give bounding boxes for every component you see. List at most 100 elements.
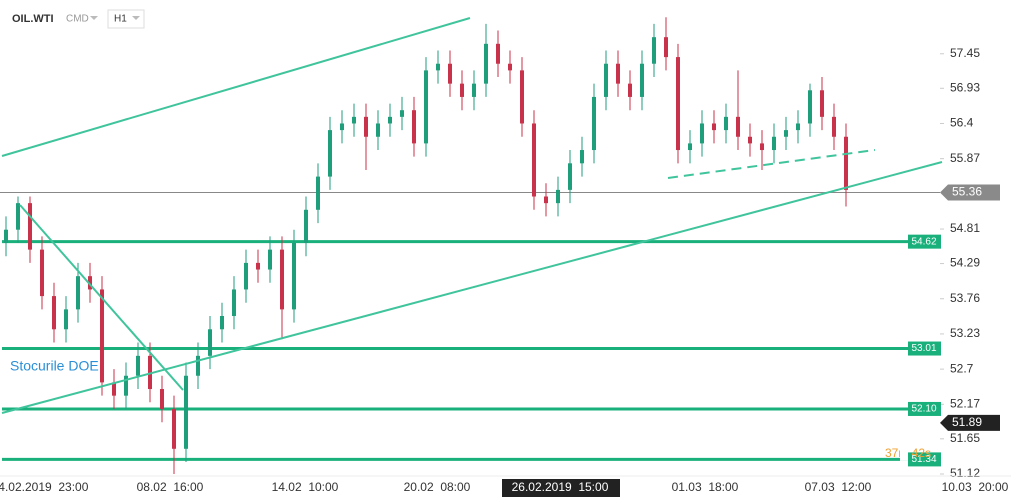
candle-body: [640, 63, 644, 97]
countdown: 37m 42s: [885, 446, 931, 460]
candle-body: [604, 63, 608, 97]
timeframe-box[interactable]: [107, 9, 145, 29]
candle-body: [184, 375, 188, 449]
candle-body: [664, 37, 668, 58]
timeframe[interactable]: H1: [114, 14, 127, 25]
candle-body: [652, 37, 656, 64]
candle-body: [832, 116, 836, 137]
candle-body: [280, 249, 284, 310]
level-label: 54.62: [911, 236, 936, 247]
market-dropdown[interactable]: [90, 16, 98, 20]
level-label-box: [908, 234, 941, 249]
candle-body: [808, 90, 812, 124]
plot-area: [0, 17, 940, 475]
symbol: OIL.WTI: [12, 13, 54, 25]
candle-body: [568, 163, 572, 190]
last-price-label: 55.36: [952, 185, 982, 199]
y-tick-label: 52.7: [950, 361, 974, 375]
candle-body: [208, 329, 212, 356]
candle-body: [772, 136, 776, 151]
candle-body: [148, 355, 152, 390]
level-label-box: [908, 341, 941, 356]
other-price-label: 51.89: [952, 415, 982, 429]
countdown-cover: [900, 446, 908, 461]
y-tick-label: 53.23: [950, 326, 980, 340]
candle-body: [64, 309, 68, 330]
candle-body: [76, 276, 80, 310]
level-label: 52.10: [911, 404, 936, 415]
x-tick-label: 10.03 20:00: [942, 480, 1009, 494]
candle-body: [292, 242, 296, 310]
y-tick-label: 51.12: [950, 466, 980, 480]
level-label: 53.01: [911, 343, 936, 354]
candle-body: [532, 123, 536, 197]
candle-body: [16, 203, 20, 230]
candle-body: [376, 123, 380, 137]
candle-body: [424, 70, 428, 144]
trend-line: [667, 149, 876, 179]
candle-body: [304, 209, 308, 243]
candle-body: [100, 289, 104, 383]
annotation: Stocurile DOE: [10, 358, 99, 374]
y-tick-label: 57.45: [950, 46, 980, 60]
level-label: 51.34: [911, 454, 936, 465]
candle-body: [388, 116, 392, 124]
candle-body: [436, 63, 440, 71]
candle-body: [52, 296, 56, 330]
candle-body: [28, 203, 32, 250]
candle-body: [340, 123, 344, 131]
y-tick-label: 55.87: [950, 151, 980, 165]
candle-body: [40, 249, 44, 297]
candle-body: [748, 136, 752, 144]
candle-body: [412, 110, 416, 144]
candle-body: [448, 63, 452, 84]
y-tick-label: 56.93: [950, 80, 980, 94]
timeframe-dropdown[interactable]: [132, 16, 140, 20]
candle-body: [328, 130, 332, 177]
candle-body: [136, 355, 140, 376]
x-tick-label: 04.02.2019 23:00: [0, 480, 89, 494]
y-tick-label: 56.4: [950, 116, 974, 130]
x-tick-label: 08.02 16:00: [137, 480, 204, 494]
x-tick-label: 01.03 18:00: [672, 480, 739, 494]
candle-body: [796, 123, 800, 131]
candle-body: [160, 389, 164, 409]
candle-body: [4, 229, 8, 243]
level-label-box: [908, 401, 941, 416]
market[interactable]: CMD: [66, 14, 89, 25]
candle-body: [844, 136, 848, 190]
candle-body: [268, 249, 272, 270]
candle-body: [616, 63, 620, 84]
last-price-tag: [940, 184, 1000, 201]
x-label-highlight: [502, 479, 620, 497]
candle-body: [232, 289, 236, 317]
candle-body: [520, 70, 524, 124]
candle-body: [736, 116, 740, 137]
level-label-box: [908, 452, 941, 467]
candle-body: [496, 43, 500, 64]
candle-body: [700, 123, 704, 144]
y-tick-label: 53.76: [950, 291, 980, 305]
candle-body: [352, 116, 356, 124]
y-tick-label: 54.29: [950, 256, 980, 270]
candle-body: [196, 355, 200, 376]
y-tick-label: 54.81: [950, 221, 980, 235]
x-tick-label: 20.02 08:00: [404, 480, 471, 494]
trend-line: [1, 161, 943, 414]
candle-body: [760, 143, 764, 151]
candle-body: [820, 90, 824, 117]
candle-body: [316, 176, 320, 210]
x-tick-label: 26.02.2019 15:00: [512, 480, 609, 494]
candle-body: [676, 57, 680, 151]
candle-body: [256, 262, 260, 270]
y-tick-label: 51.65: [950, 431, 980, 445]
candle-body: [688, 143, 692, 151]
candle-body: [220, 316, 224, 330]
y-tick-label: 52.17: [950, 396, 980, 410]
candle-body: [580, 150, 584, 164]
candle-body: [712, 123, 716, 131]
candle-body: [784, 130, 788, 137]
